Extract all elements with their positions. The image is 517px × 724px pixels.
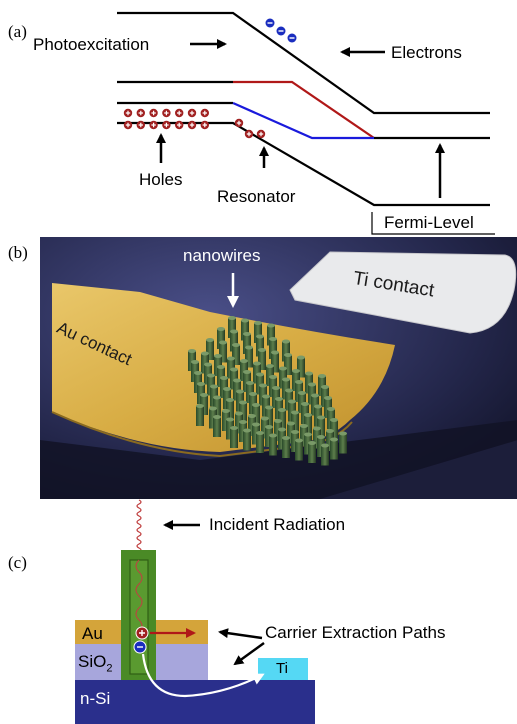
nanowire bbox=[265, 405, 273, 428]
nanowire bbox=[230, 426, 238, 448]
ti-layer-label: Ti bbox=[276, 660, 288, 677]
resonator-holes bbox=[234, 118, 266, 139]
ti-contact-pad bbox=[289, 251, 517, 334]
nanowire bbox=[241, 318, 249, 341]
nanowire bbox=[267, 323, 275, 346]
nanowire bbox=[206, 338, 214, 360]
nanowire bbox=[254, 321, 262, 343]
nanowire bbox=[230, 329, 238, 352]
ti-layer bbox=[258, 658, 308, 680]
nanowire bbox=[217, 327, 225, 349]
conduction-band-line bbox=[117, 11, 490, 115]
sio2-layer-label: SiO2 bbox=[78, 652, 112, 674]
hole-dot bbox=[149, 108, 158, 118]
holes-cluster bbox=[123, 108, 209, 130]
incident-radiation-label: Incident Radiation bbox=[209, 515, 346, 534]
nanowire bbox=[295, 438, 303, 461]
radiation-inside-wire bbox=[135, 559, 143, 633]
nanowire bbox=[284, 353, 292, 375]
hole-dot bbox=[175, 120, 184, 130]
hole-dot bbox=[187, 108, 197, 118]
nanowire bbox=[196, 404, 204, 426]
nanowire bbox=[245, 345, 253, 368]
nanowire bbox=[304, 413, 312, 435]
nanowire bbox=[282, 339, 290, 362]
nanowire bbox=[271, 350, 279, 373]
nanowire bbox=[256, 431, 264, 453]
nanowire bbox=[243, 332, 251, 354]
nanowire bbox=[243, 428, 251, 451]
hole-dot bbox=[200, 108, 209, 118]
sio2-main-text: SiO bbox=[78, 652, 107, 671]
holes-label: Holes bbox=[139, 170, 183, 189]
au-layer-label: Au bbox=[82, 624, 103, 643]
nanowire bbox=[200, 393, 208, 415]
nanowire bbox=[321, 443, 329, 466]
hole-dot bbox=[162, 120, 171, 130]
hole-dot bbox=[175, 108, 184, 118]
panel-c-tag: (c) bbox=[8, 553, 27, 572]
nsi-layer bbox=[75, 680, 315, 724]
nanowire bbox=[232, 343, 240, 365]
sio2-subscript: 2 bbox=[106, 662, 113, 675]
red-band-line bbox=[233, 80, 375, 139]
nanowire bbox=[297, 355, 305, 378]
nanowire bbox=[282, 436, 290, 458]
nanowire bbox=[219, 340, 227, 363]
nanowire bbox=[239, 400, 247, 423]
hole-dot bbox=[136, 120, 145, 130]
nanowire bbox=[256, 334, 264, 357]
carrier-extraction-label: Carrier Extraction Paths bbox=[265, 623, 446, 642]
resonator-label: Resonator bbox=[217, 187, 296, 206]
nanowire bbox=[258, 348, 266, 370]
nanowire bbox=[308, 441, 316, 463]
electron-cluster bbox=[265, 18, 297, 43]
nanowire-array bbox=[188, 316, 347, 466]
nsi-layer-label: n-Si bbox=[80, 689, 111, 708]
hole-dot bbox=[187, 120, 197, 130]
nanowire bbox=[269, 433, 277, 456]
carrier-extraction-arrow-2 bbox=[233, 641, 265, 666]
nanowire bbox=[228, 316, 236, 338]
fermi-level-label: Fermi-Level bbox=[384, 213, 474, 232]
nanowire bbox=[252, 403, 260, 425]
nanowire bbox=[226, 398, 234, 420]
nanowire bbox=[339, 431, 347, 454]
nanowire bbox=[278, 408, 286, 430]
electron-extraction-path bbox=[141, 653, 265, 698]
nanowire bbox=[317, 415, 325, 438]
nanowires-label: nanowires bbox=[183, 246, 261, 265]
electrons-label: Electrons bbox=[391, 43, 462, 62]
nanowire bbox=[213, 415, 221, 437]
nanowire bbox=[330, 437, 338, 460]
nanowire-device-render bbox=[40, 237, 517, 499]
blue-band-line bbox=[232, 101, 374, 140]
nanowire bbox=[269, 337, 277, 359]
carrier-extraction-arrow-1 bbox=[218, 628, 263, 640]
panel-a-tag: (a) bbox=[8, 22, 27, 41]
panel-b-tag: (b) bbox=[8, 243, 28, 262]
hole-dot bbox=[136, 108, 145, 118]
nanowire bbox=[213, 395, 221, 418]
photoexcitation-label: Photoexcitation bbox=[33, 35, 150, 54]
fermi-level-bracket bbox=[371, 212, 495, 235]
hole-dot bbox=[162, 108, 171, 118]
nanowire bbox=[330, 418, 338, 440]
hole-dot bbox=[123, 120, 133, 130]
valence-band-line bbox=[117, 121, 490, 207]
nanowire bbox=[291, 410, 299, 433]
incident-radiation-wave bbox=[136, 499, 142, 553]
hole-dot bbox=[123, 108, 133, 118]
hole-dot bbox=[149, 120, 158, 130]
hole-dot bbox=[200, 120, 209, 130]
